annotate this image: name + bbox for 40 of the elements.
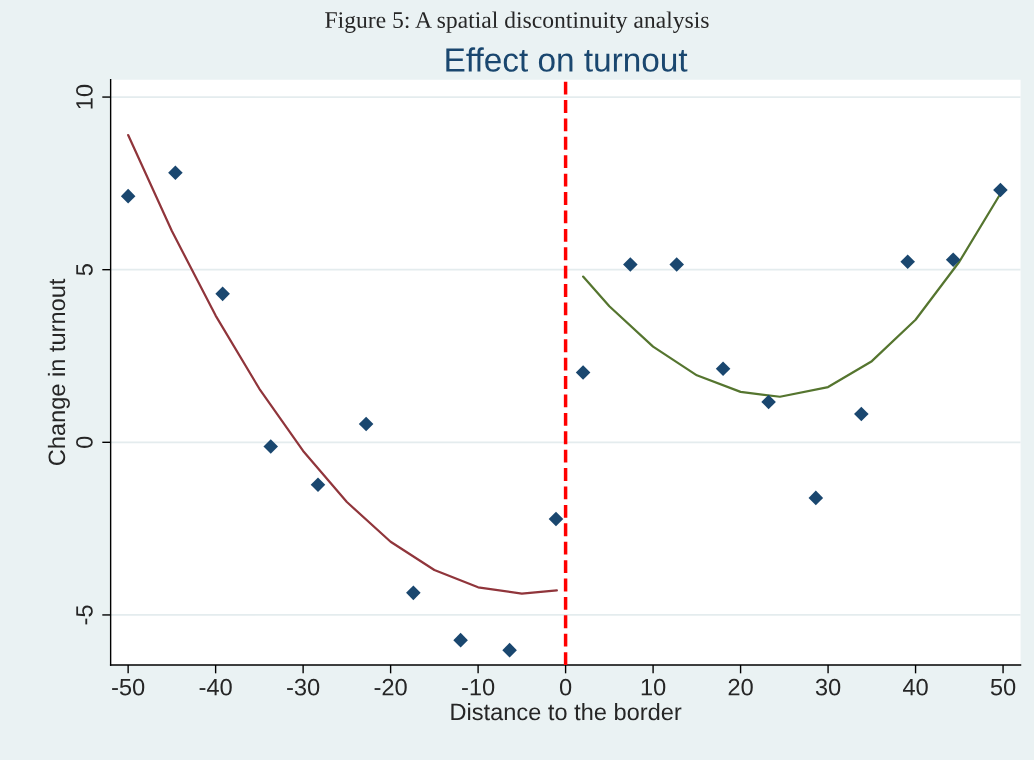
point	[406, 585, 421, 601]
x-tick-label: -10	[462, 678, 495, 696]
point	[761, 394, 776, 410]
point	[854, 406, 869, 422]
point	[575, 365, 591, 380]
x-tick-label: 40	[902, 678, 928, 696]
y-tick-label: 10	[76, 84, 93, 109]
point	[993, 182, 1008, 198]
x-tick-label: 10	[641, 678, 666, 696]
x-tick-label: 50	[990, 678, 1016, 696]
y-axis-title: Change in turnout	[47, 278, 70, 466]
x-tick-label: 20	[728, 678, 753, 696]
x-tick-label: -20	[374, 678, 407, 696]
point	[945, 252, 961, 267]
caption: Figure 5: A spatial discontinuity analysis	[325, 11, 709, 33]
point	[808, 490, 824, 506]
x-tick-label: -30	[287, 678, 320, 696]
x-tick-label: -50	[112, 678, 145, 696]
x-axis-title: Distance to the border	[451, 702, 682, 721]
point	[215, 286, 230, 302]
x-tick-label: 0	[559, 678, 572, 696]
point	[548, 511, 564, 527]
point	[263, 439, 279, 454]
line-series	[127, 133, 558, 595]
x-tick-label: 30	[815, 678, 841, 696]
point	[453, 632, 468, 648]
point	[358, 416, 374, 432]
point	[900, 254, 915, 270]
y-tick-label: 0	[76, 436, 93, 448]
y-tick-label: -5	[76, 605, 93, 625]
point	[669, 257, 684, 272]
point	[120, 188, 136, 204]
y-tick-label: 5	[76, 264, 93, 276]
chart-title: Effect on turnout	[446, 47, 688, 72]
point	[502, 642, 517, 658]
point	[310, 477, 326, 493]
point	[168, 165, 183, 180]
point	[623, 257, 638, 272]
x-tick-label: -40	[199, 678, 232, 696]
point	[715, 361, 731, 377]
